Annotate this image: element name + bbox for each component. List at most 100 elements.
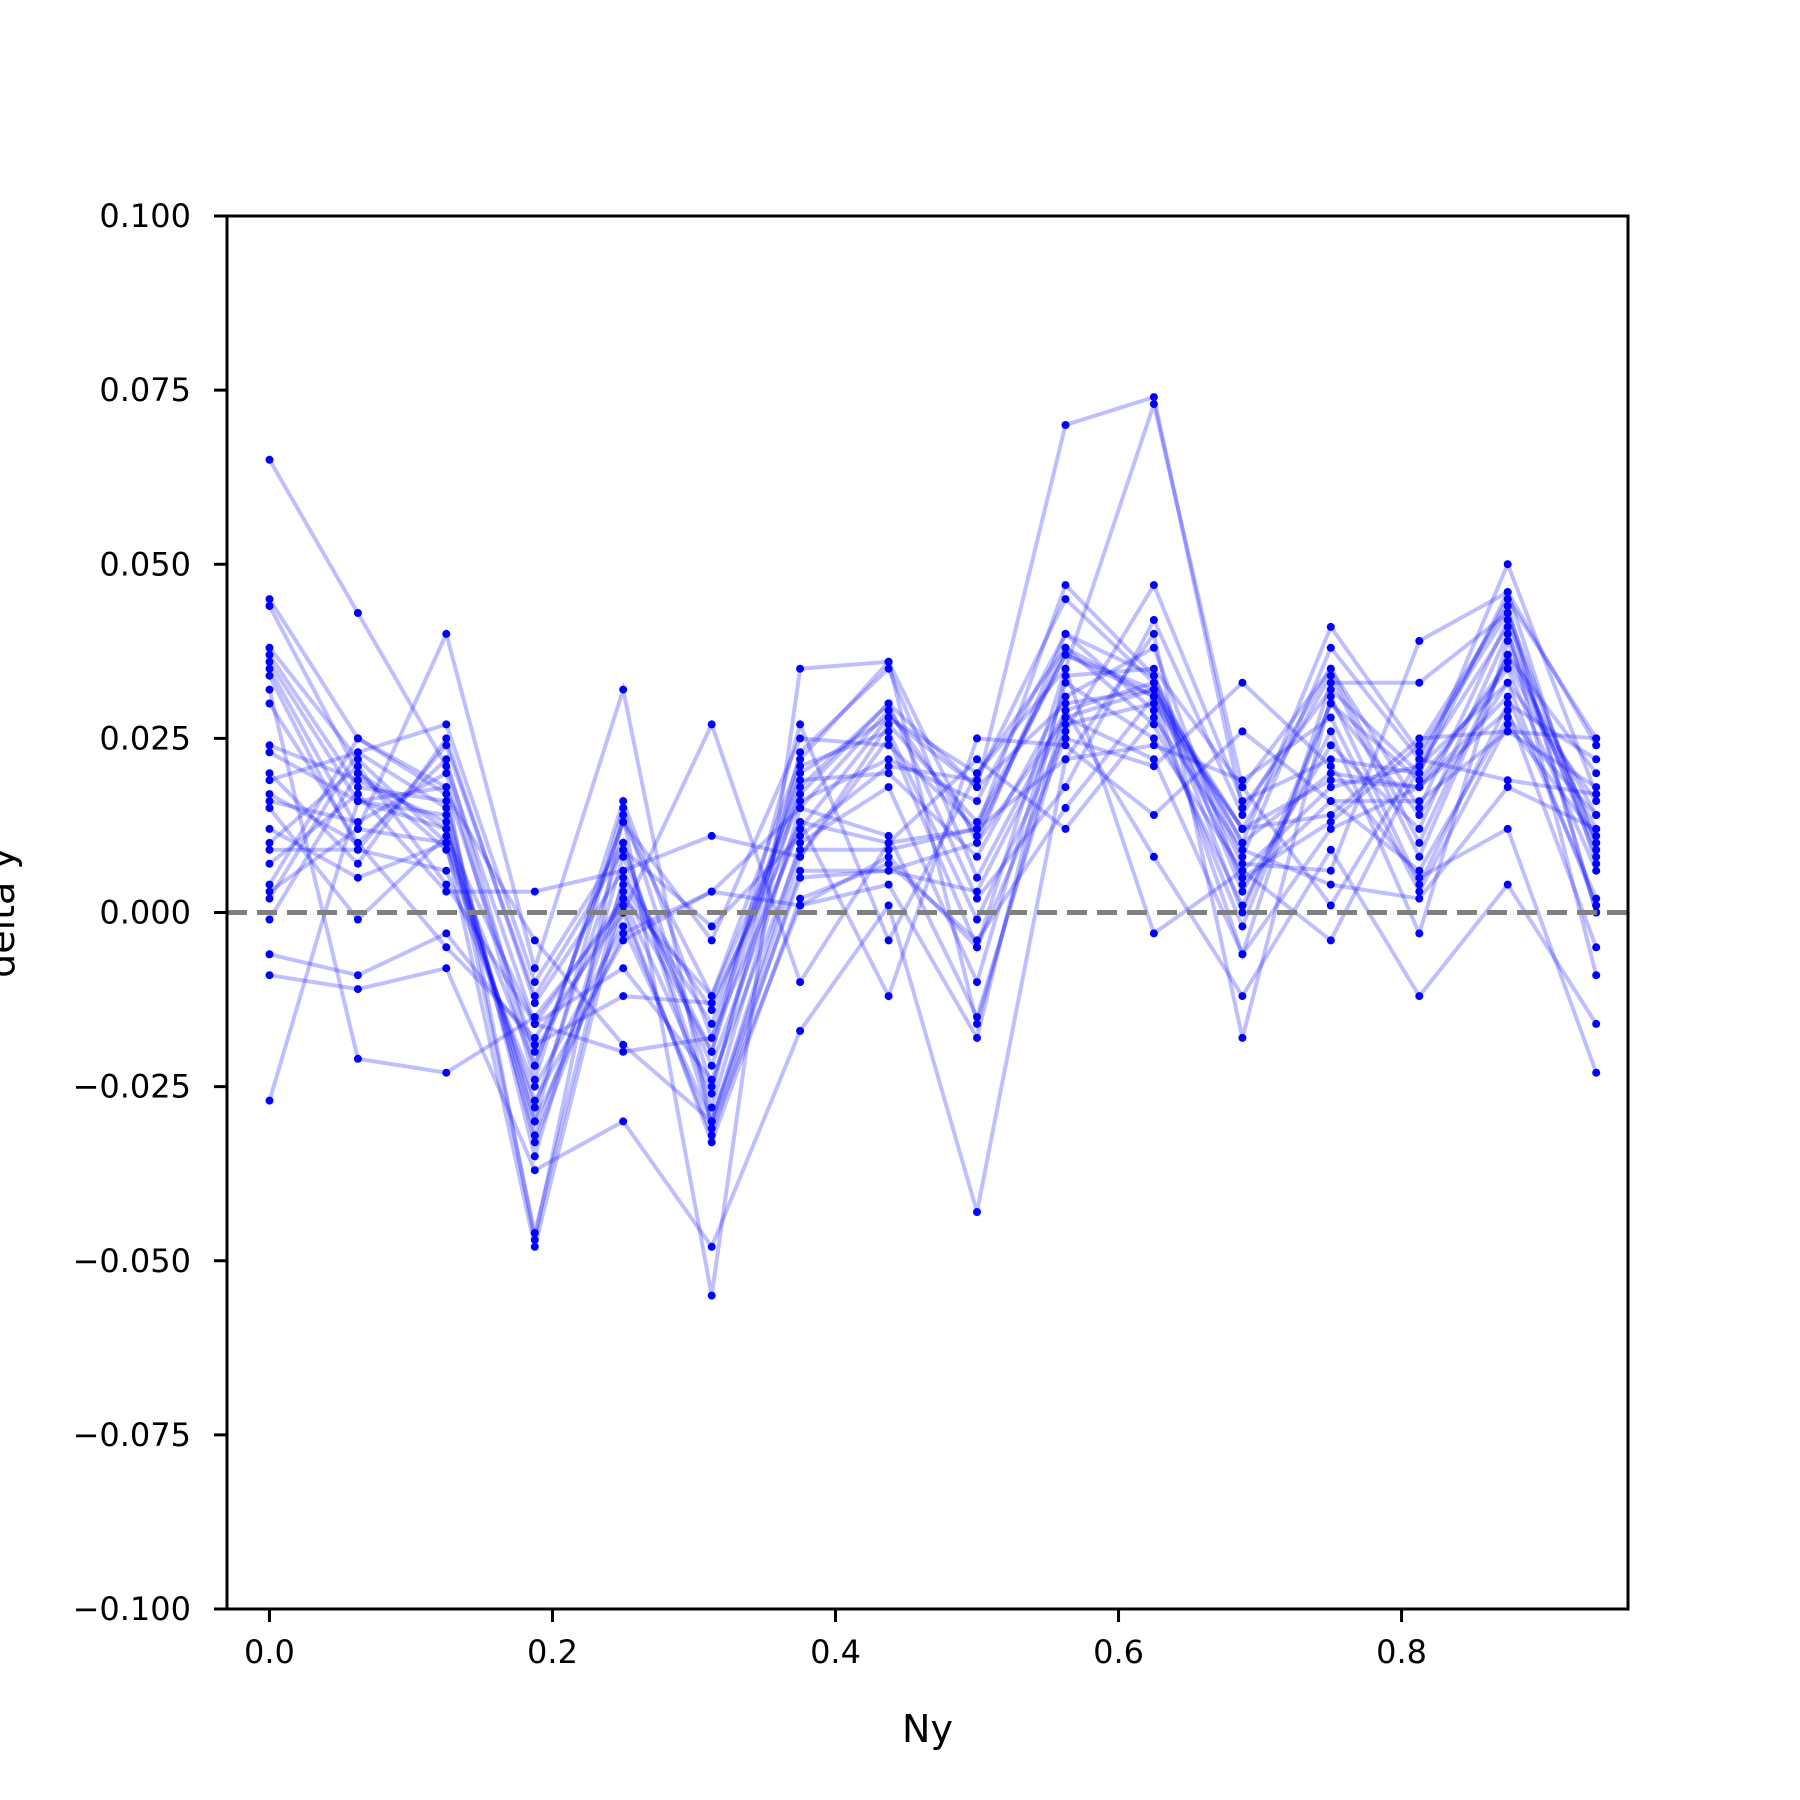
- data-point: [1326, 811, 1335, 819]
- data-point: [1503, 880, 1512, 889]
- data-point: [353, 838, 362, 847]
- data-point: [530, 992, 539, 1001]
- data-point: [884, 706, 893, 715]
- data-point: [353, 1054, 362, 1063]
- data-point: [442, 769, 451, 778]
- data-point: [796, 755, 805, 764]
- data-point: [1503, 595, 1512, 604]
- data-point: [1592, 734, 1601, 743]
- data-point: [530, 1075, 539, 1084]
- data-point: [1061, 678, 1070, 687]
- data-point: [1238, 797, 1247, 806]
- data-point: [796, 776, 805, 785]
- data-point: [1149, 699, 1158, 708]
- data-point: [1061, 421, 1070, 429]
- data-point: [973, 1033, 981, 1042]
- data-point: [619, 845, 628, 854]
- data-point: [707, 936, 716, 945]
- data-point: [1326, 783, 1335, 792]
- data-point: [707, 1006, 716, 1014]
- data-point: [1326, 643, 1335, 652]
- data-point: [1149, 664, 1158, 673]
- data-point: [1326, 797, 1335, 806]
- series-line-16: [269, 595, 1599, 1001]
- data-point: [265, 824, 274, 833]
- data-point: [1061, 824, 1070, 833]
- data-point: [884, 859, 893, 868]
- data-point: [265, 887, 274, 896]
- data-point: [796, 762, 805, 771]
- x-tick-label: 0.8: [1376, 1633, 1427, 1671]
- series-line-5: [267, 581, 1599, 1164]
- data-point: [442, 629, 451, 638]
- data-point: [1061, 692, 1070, 701]
- data-point: [619, 887, 628, 896]
- data-point: [973, 852, 981, 861]
- data-point: [707, 1138, 716, 1147]
- data-point: [1503, 657, 1512, 666]
- data-point: [1149, 643, 1158, 652]
- data-point: [973, 831, 981, 840]
- data-point: [884, 831, 893, 840]
- data-point: [619, 936, 628, 945]
- data-point: [619, 901, 628, 910]
- data-point: [1503, 824, 1512, 833]
- series-line-27: [267, 601, 1599, 1149]
- data-point: [1415, 866, 1424, 875]
- data-point: [1326, 755, 1335, 764]
- data-point: [1238, 776, 1247, 785]
- data-point: [265, 643, 274, 652]
- data-point: [353, 790, 362, 799]
- data-point: [619, 866, 628, 875]
- data-point: [1149, 629, 1158, 638]
- data-point: [442, 811, 451, 819]
- data-point: [442, 804, 451, 812]
- data-point: [1326, 692, 1335, 701]
- data-point: [442, 741, 451, 750]
- data-point: [796, 664, 805, 673]
- data-point: [265, 804, 274, 812]
- data-point: [1149, 755, 1158, 764]
- data-point: [796, 783, 805, 792]
- data-point: [265, 769, 274, 778]
- data-point: [707, 720, 716, 729]
- data-point: [796, 845, 805, 854]
- data-point: [1592, 859, 1601, 868]
- data-point: [1415, 873, 1424, 882]
- data-point: [1238, 845, 1247, 854]
- data-point: [1061, 734, 1070, 743]
- data-point: [973, 797, 981, 806]
- data-point: [1326, 713, 1335, 722]
- data-point: [1238, 873, 1247, 882]
- data-point: [1592, 1019, 1601, 1028]
- data-point: [619, 804, 628, 812]
- data-point: [442, 887, 451, 896]
- data-point: [1326, 824, 1335, 833]
- data-point: [619, 852, 628, 861]
- data-point: [1592, 852, 1601, 861]
- data-point: [1238, 866, 1247, 875]
- data-point: [707, 999, 716, 1007]
- data-point: [1415, 776, 1424, 785]
- data-point: [1238, 838, 1247, 847]
- data-point: [265, 797, 274, 806]
- data-point: [353, 776, 362, 785]
- data-point: [619, 894, 628, 903]
- data-point: [265, 776, 274, 785]
- data-point: [1326, 699, 1335, 708]
- data-point: [1149, 762, 1158, 771]
- data-point: [884, 880, 893, 889]
- data-point: [707, 992, 716, 1001]
- data-point: [1592, 783, 1601, 792]
- series-line-22: [269, 629, 1598, 1251]
- data-point: [1503, 560, 1512, 569]
- data-point: [619, 880, 628, 889]
- data-point: [884, 769, 893, 778]
- data-point: [973, 783, 981, 792]
- data-point: [1061, 727, 1070, 736]
- data-point: [884, 783, 893, 792]
- data-point: [1503, 602, 1512, 610]
- data-point: [1415, 734, 1424, 743]
- data-point: [884, 699, 893, 708]
- data-point: [1415, 748, 1424, 757]
